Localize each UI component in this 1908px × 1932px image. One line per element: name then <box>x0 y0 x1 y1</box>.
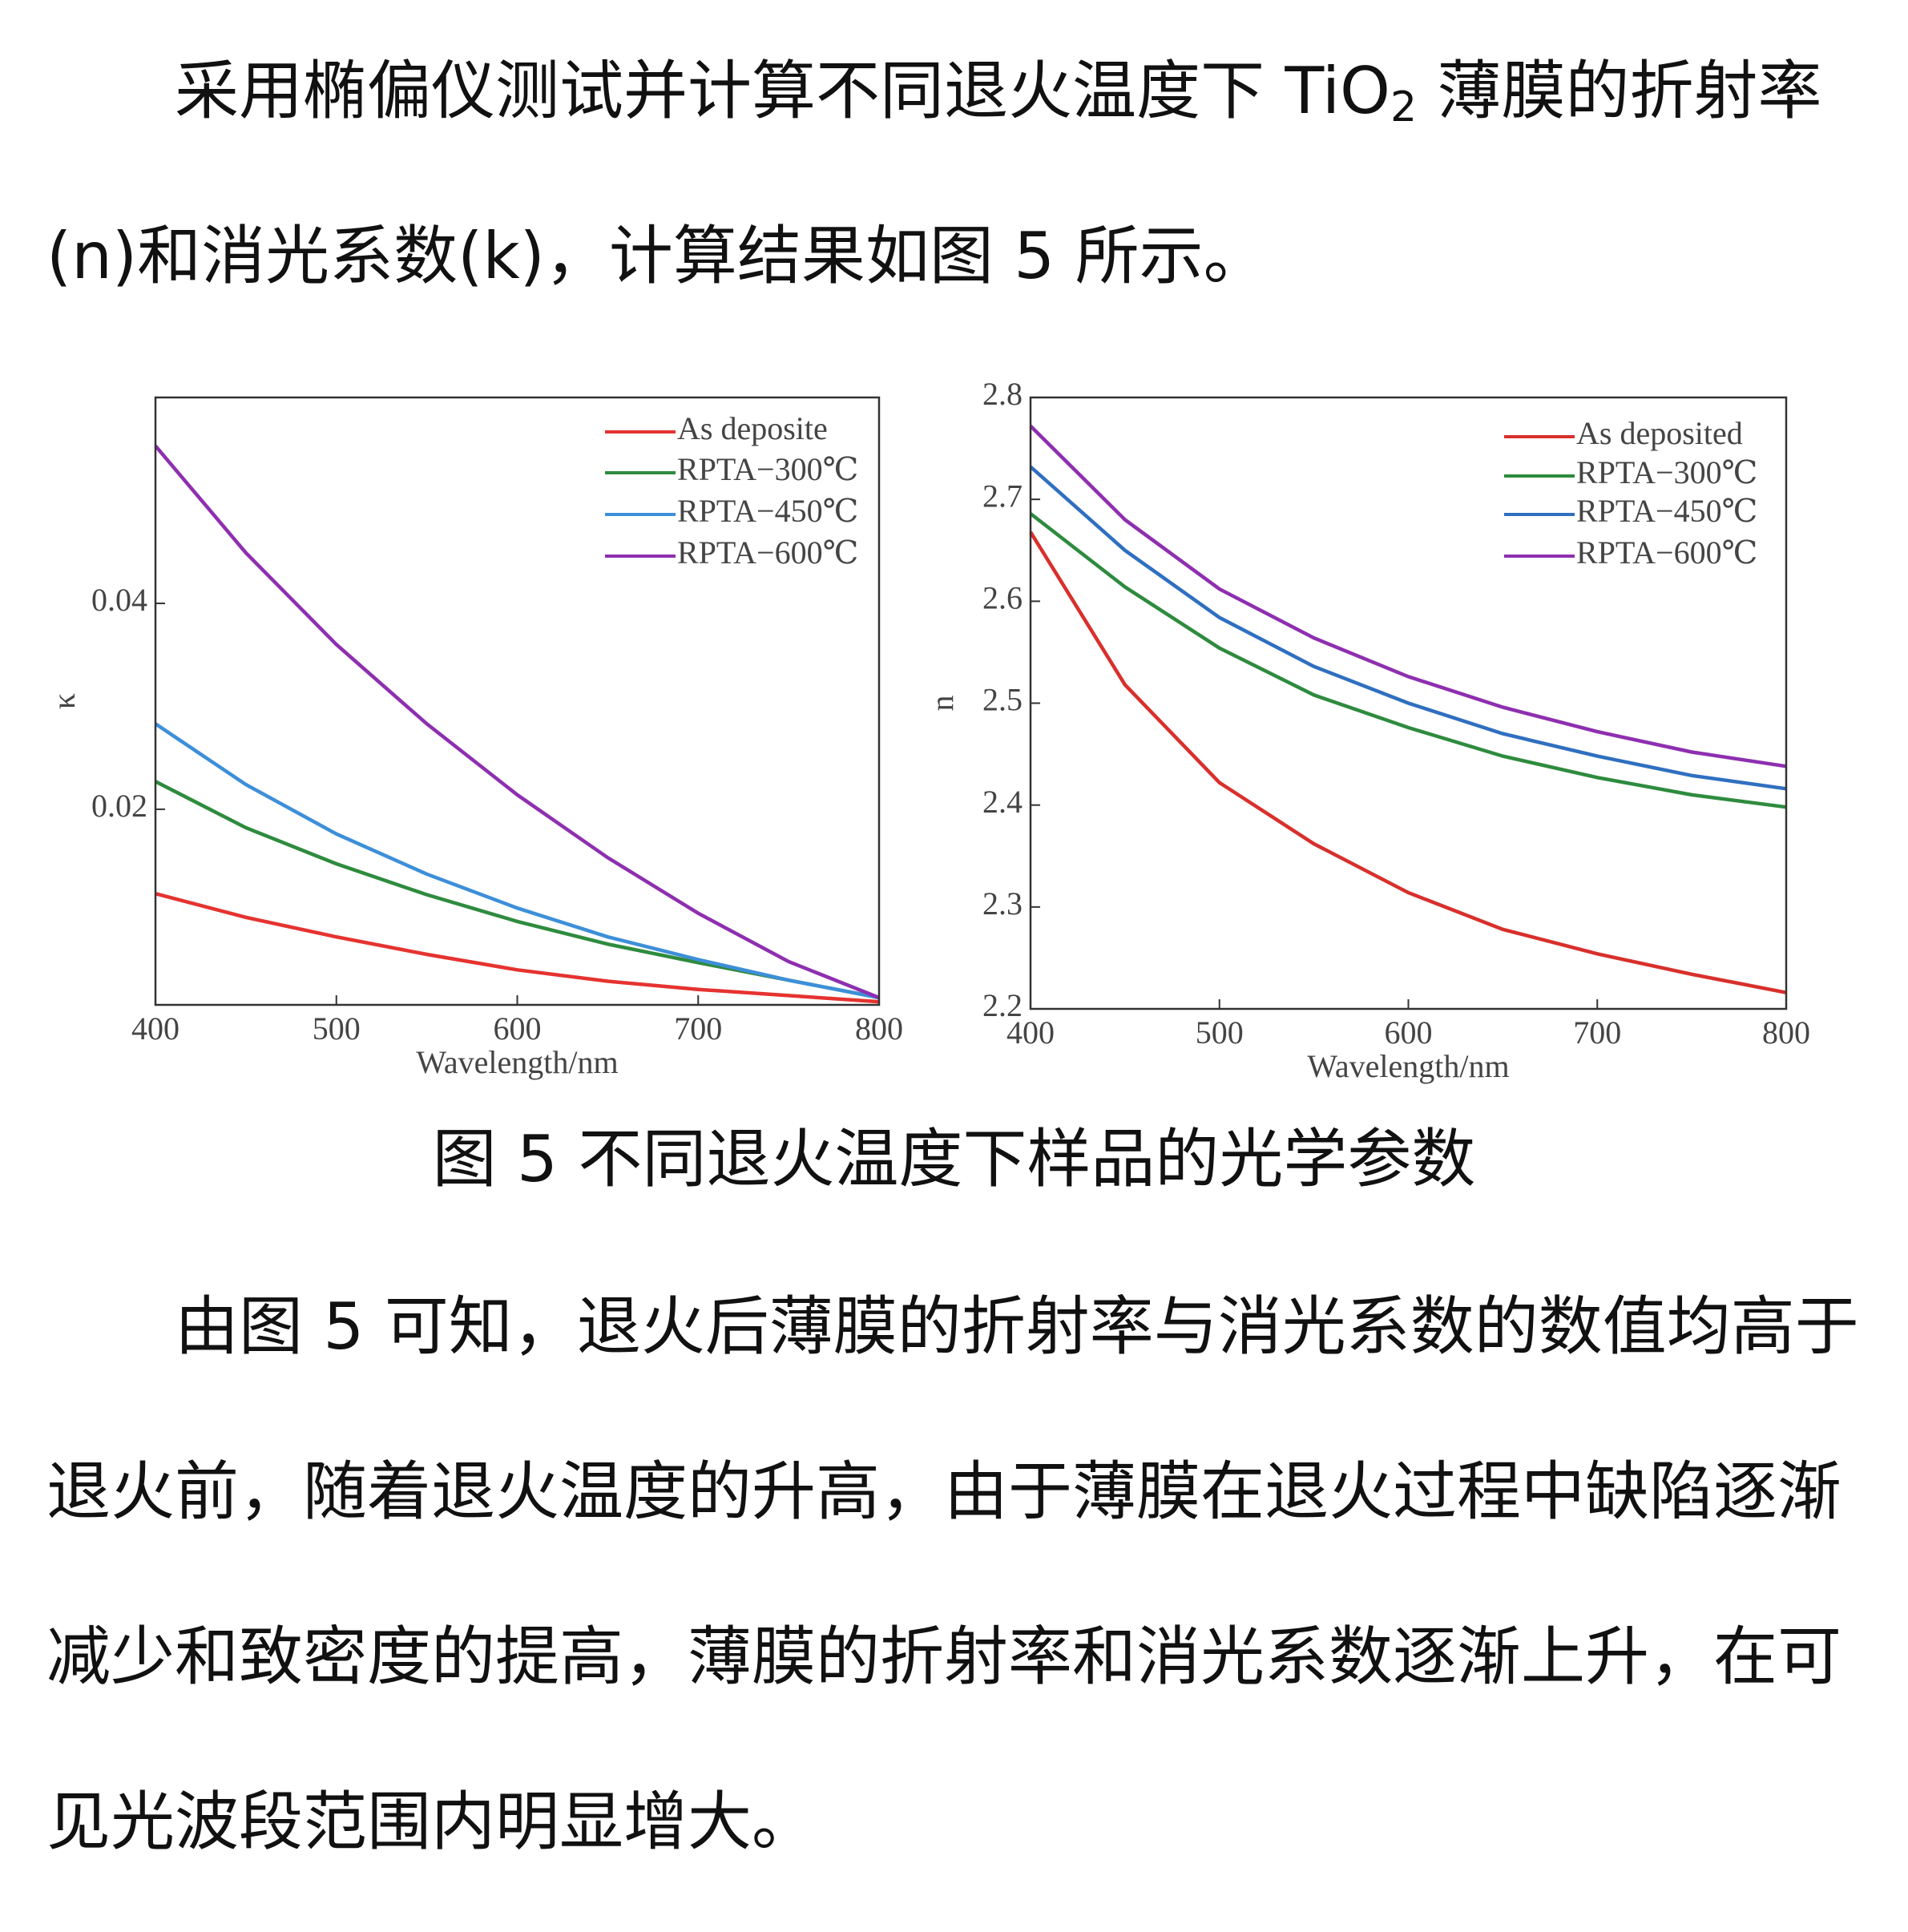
legend-label: As deposite <box>677 410 828 446</box>
x-tick-label: 400 <box>1006 1014 1055 1051</box>
series-line <box>1029 530 1787 994</box>
x-axis-label: Wavelength/nm <box>416 1044 618 1080</box>
series-line <box>154 444 880 1000</box>
series-line <box>154 780 880 1000</box>
y-tick-label: 2.6 <box>982 580 1023 616</box>
legend-label: RPTA−450℃ <box>1576 493 1757 529</box>
y-tick-label: 2.7 <box>982 478 1023 514</box>
y-tick-label: 2.3 <box>982 885 1023 922</box>
caption: 图 5 不同退火温度下样品的光学参数 <box>432 1122 1476 1196</box>
subscript: 2 <box>1390 83 1418 131</box>
y-axis-label: κ <box>46 693 82 709</box>
y-tick-label: 2.2 <box>982 987 1023 1023</box>
x-tick-label: 400 <box>131 1010 180 1047</box>
legend-label: RPTA−300℃ <box>677 451 858 487</box>
plot-frame <box>154 396 881 1006</box>
y-tick-label: 0.02 <box>91 788 147 824</box>
series-line <box>155 892 880 1004</box>
y-axis-label: n <box>924 696 960 712</box>
x-tick-label: 800 <box>1762 1014 1810 1051</box>
series-line <box>1029 425 1787 768</box>
x-tick-label: 800 <box>855 1010 903 1047</box>
series-line <box>1029 512 1787 809</box>
legend-label: RPTA−600℃ <box>677 534 858 571</box>
legend-label: As deposited <box>1576 415 1743 451</box>
x-tick-label: 600 <box>494 1010 542 1047</box>
x-axis-label: Wavelength/nm <box>1307 1048 1509 1084</box>
series-line <box>154 722 880 1000</box>
y-tick-label: 2.4 <box>982 784 1023 820</box>
y-tick-label: 2.8 <box>982 376 1023 412</box>
x-tick-label: 700 <box>1573 1014 1621 1051</box>
paragraph: 采用椭偏仪测试并计算不同退火温度下 TiO2 薄膜的折射率(n)和消光系数(k)… <box>46 9 1866 339</box>
y-tick-label: 2.5 <box>982 682 1023 718</box>
x-tick-label: 700 <box>674 1010 722 1047</box>
legend-label: RPTA−600℃ <box>1576 534 1757 571</box>
x-tick-label: 500 <box>313 1010 361 1047</box>
x-tick-label: 600 <box>1385 1014 1433 1051</box>
series-line <box>1029 465 1787 791</box>
text: 薄膜的折射率(n)和消光系数(k)，计算结果如图 5 所示。 <box>46 54 1822 293</box>
figures: 400 500 600 700 800 0.02 0.04 Wavelength/nm κ As … <box>46 376 1810 1084</box>
x-tick-label: 500 <box>1196 1014 1244 1051</box>
plot-frame <box>1029 396 1788 1010</box>
legend-label: RPTA−300℃ <box>1576 454 1757 490</box>
y-tick-label: 0.04 <box>91 582 147 618</box>
legend-label: RPTA−450℃ <box>677 493 858 529</box>
text: 采用椭偏仪测试并计算不同退火温度下 TiO <box>175 54 1391 128</box>
paragraph: 由图 5 可知，退火后薄膜的折射率与消光系数的数值均高于退火前，随着退火温度的升… <box>46 1289 1859 1859</box>
